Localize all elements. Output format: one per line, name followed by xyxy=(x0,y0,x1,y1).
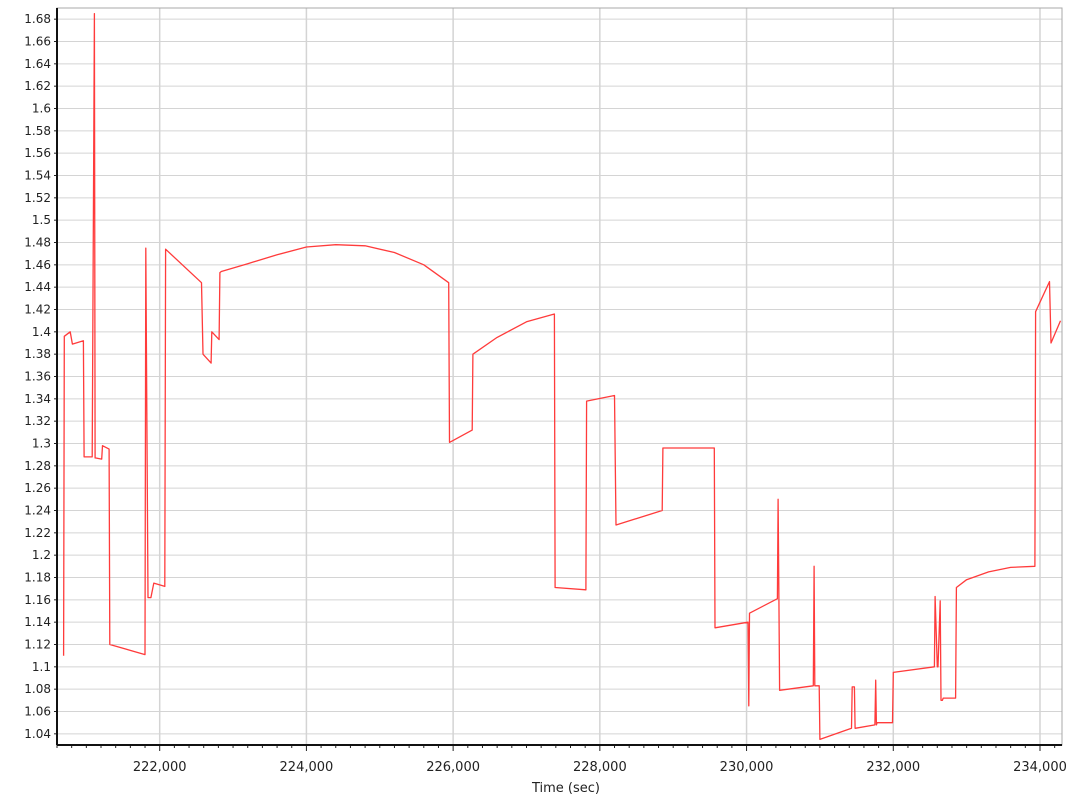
x-tick-label: 232,000 xyxy=(866,760,920,775)
y-tick-label: 1.14 xyxy=(24,615,51,629)
y-tick-label: 1.26 xyxy=(24,481,51,495)
y-tick-label: 1.12 xyxy=(24,638,51,652)
y-tick-label: 1.18 xyxy=(24,571,51,585)
y-tick-label: 1.44 xyxy=(24,280,51,294)
y-tick-label: 1.2 xyxy=(32,548,51,562)
y-tick-label: 1.34 xyxy=(24,392,51,406)
x-tick-label: 226,000 xyxy=(426,760,480,775)
y-tick-label: 1.1 xyxy=(32,660,51,674)
y-tick-label: 1.68 xyxy=(24,12,51,26)
series-line xyxy=(62,12,1062,741)
y-tick-label: 1.16 xyxy=(24,593,51,607)
x-axis-title: Time (sec) xyxy=(531,781,600,796)
series-layer xyxy=(62,12,1062,741)
x-tick-label: 222,000 xyxy=(133,760,187,775)
y-tick-label: 1.06 xyxy=(24,705,51,719)
x-tick-label: 224,000 xyxy=(280,760,334,775)
y-tick-label: 1.04 xyxy=(24,727,51,741)
y-tick-label: 1.66 xyxy=(24,35,51,49)
y-tick-label: 1.6 xyxy=(32,102,51,116)
y-tick-label: 1.64 xyxy=(24,57,51,71)
y-tick-label: 1.48 xyxy=(24,236,51,250)
y-tick-label: 1.54 xyxy=(24,169,51,183)
x-tick-label: 234,000 xyxy=(1013,760,1067,775)
y-tick-label: 1.5 xyxy=(32,213,51,227)
y-tick-label: 1.22 xyxy=(24,526,51,540)
y-tick-labels: 1.04 1.06 1.08 1.1 1.12 1.14 1.16 1.18 1.2 1.22 1.… xyxy=(24,12,51,741)
y-gridlines xyxy=(57,18,1062,735)
y-tick-label: 1.38 xyxy=(24,347,51,361)
y-tick-label: 1.36 xyxy=(24,370,51,384)
axis-lines xyxy=(54,8,1062,751)
x-tick-label: 228,000 xyxy=(573,760,627,775)
y-tick-label: 1.56 xyxy=(24,146,51,160)
y-tick-label: 1.3 xyxy=(32,437,51,451)
y-tick-label: 1.4 xyxy=(32,325,51,339)
x-tick-label: 230,000 xyxy=(720,760,774,775)
y-tick-label: 1.58 xyxy=(24,124,51,138)
y-tick-label: 1.62 xyxy=(24,79,51,93)
y-tick-label: 1.46 xyxy=(24,258,51,272)
y-tick-label: 1.24 xyxy=(24,504,51,518)
y-tick-label: 1.52 xyxy=(24,191,51,205)
y-tick-label: 1.32 xyxy=(24,414,51,428)
x-tick-labels: 222,000 224,000 226,000 228,000 230,000 232,0… xyxy=(133,760,1067,775)
y-tick-label: 1.28 xyxy=(24,459,51,473)
y-tick-label: 1.42 xyxy=(24,303,51,317)
y-tick-label: 1.08 xyxy=(24,682,51,696)
